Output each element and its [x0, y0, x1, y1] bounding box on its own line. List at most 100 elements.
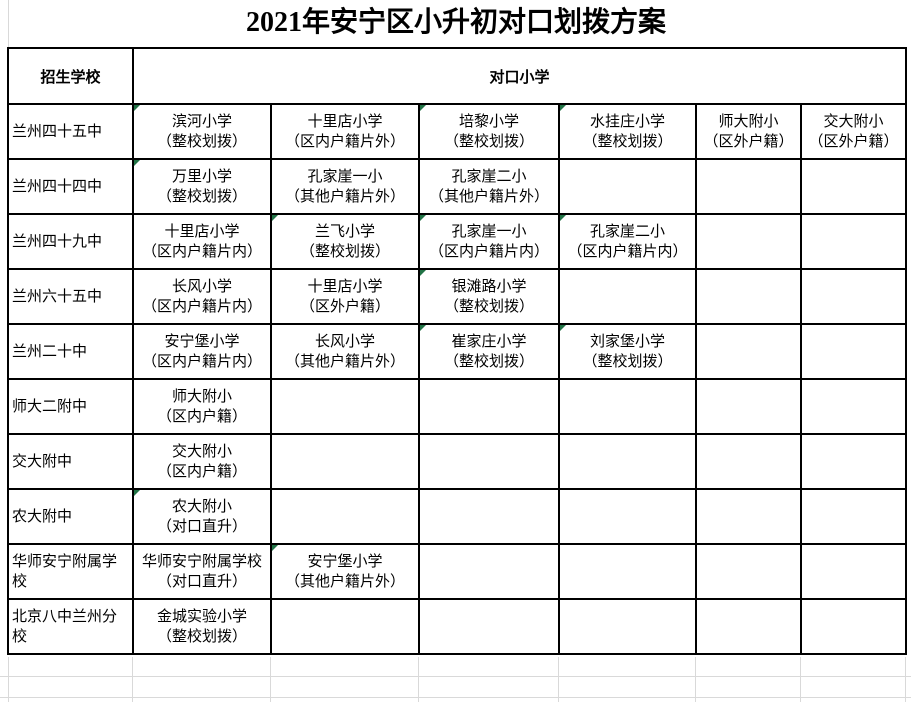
empty-cell[interactable]: [558, 268, 697, 325]
empty-cell[interactable]: [799, 268, 908, 325]
empty-cell[interactable]: [695, 213, 802, 270]
empty-cell[interactable]: [558, 598, 697, 655]
enrollment-type-note: （整校划拨）: [156, 188, 247, 205]
primary-school-cell[interactable]: 交大附小 （区外户籍）: [799, 103, 908, 160]
empty-cell[interactable]: [418, 378, 560, 435]
table-row: 交大附中 交大附小 （区内户籍）: [7, 433, 908, 490]
primary-school-cell[interactable]: 长风小学 （区内户籍片内）: [132, 268, 272, 325]
empty-cell[interactable]: [799, 323, 908, 380]
primary-school-cell[interactable]: 刘家堡小学 （整校划拨）: [558, 323, 697, 380]
empty-cell[interactable]: [799, 378, 908, 435]
primary-school-name: 滨河小学: [171, 113, 232, 130]
primary-school-cell[interactable]: 师大附小 （区外户籍）: [695, 103, 802, 160]
gridline-vertical: [418, 657, 419, 702]
header-primary-schools[interactable]: 对口小学: [131, 47, 908, 105]
primary-school-name: 孔家崖一小: [307, 168, 383, 185]
primary-school-cell[interactable]: 孔家崖二小 （区内户籍片内）: [558, 213, 697, 270]
empty-cell[interactable]: [799, 433, 908, 490]
empty-cell[interactable]: [695, 378, 802, 435]
table-row: 兰州四十九中 十里店小学 （区内户籍片内） 兰飞小学 （整校划拨） 孔家崖一小 （区内户籍片…: [7, 213, 908, 270]
empty-cell[interactable]: [695, 543, 802, 600]
recruiting-school-cell[interactable]: 兰州四十五中: [7, 103, 134, 160]
primary-school-name: 交大附小: [171, 443, 232, 460]
empty-cell[interactable]: [418, 598, 560, 655]
primary-school-cell[interactable]: 兰飞小学 （整校划拨）: [270, 213, 420, 270]
empty-cell[interactable]: [558, 543, 697, 600]
recruiting-school-cell[interactable]: 北京八中兰州分校: [7, 598, 134, 655]
recruiting-school-cell[interactable]: 农大附中: [7, 488, 134, 545]
empty-cell[interactable]: [270, 488, 420, 545]
empty-cell[interactable]: [799, 598, 908, 655]
gridline-vertical: [695, 657, 696, 702]
empty-cell[interactable]: [270, 378, 420, 435]
primary-school-cell[interactable]: 安宁堡小学 （其他户籍片外）: [270, 543, 420, 600]
primary-school-name: 孔家崖一小: [451, 223, 527, 240]
primary-school-cell[interactable]: 滨河小学 （整校划拨）: [132, 103, 272, 160]
primary-school-cell[interactable]: 安宁堡小学 （区内户籍片内）: [132, 323, 272, 380]
empty-cell[interactable]: [799, 543, 908, 600]
primary-school-cell[interactable]: 银滩路小学 （整校划拨）: [418, 268, 560, 325]
empty-cell[interactable]: [695, 158, 802, 215]
header-recruiting-school[interactable]: 招生学校: [7, 47, 134, 105]
empty-cell[interactable]: [695, 268, 802, 325]
primary-school-cell[interactable]: 崔家庄小学 （整校划拨）: [418, 323, 560, 380]
primary-school-cell[interactable]: 师大附小 （区内户籍）: [132, 378, 272, 435]
primary-school-cell[interactable]: 十里店小学 （区外户籍）: [270, 268, 420, 325]
primary-school-cell[interactable]: 十里店小学 （区内户籍片外）: [270, 103, 420, 160]
primary-school-cell[interactable]: 水挂庄小学 （整校划拨）: [558, 103, 697, 160]
empty-cell[interactable]: [695, 598, 802, 655]
primary-school-cell[interactable]: 孔家崖一小 （其他户籍片外）: [270, 158, 420, 215]
cell-error-indicator-triangle: [272, 215, 278, 221]
primary-school-cell[interactable]: 万里小学 （整校划拨）: [132, 158, 272, 215]
primary-school-cell[interactable]: 华师安宁附属学校 （对口直升）: [132, 543, 272, 600]
primary-school-cell[interactable]: 金城实验小学 （整校划拨）: [132, 598, 272, 655]
table-row: 农大附中 农大附小 （对口直升）: [7, 488, 908, 545]
empty-cell[interactable]: [558, 488, 697, 545]
empty-cell[interactable]: [418, 488, 560, 545]
recruiting-school-cell[interactable]: 师大二附中: [7, 378, 134, 435]
empty-cell[interactable]: [270, 598, 420, 655]
empty-cell[interactable]: [799, 488, 908, 545]
primary-school-cell[interactable]: 交大附小 （区内户籍）: [132, 433, 272, 490]
enrollment-type-note: （其他户籍片外）: [284, 573, 405, 590]
recruiting-school-cell[interactable]: 兰州四十九中: [7, 213, 134, 270]
empty-cell[interactable]: [799, 158, 908, 215]
empty-cell[interactable]: [799, 213, 908, 270]
recruiting-school-cell[interactable]: 交大附中: [7, 433, 134, 490]
recruiting-school-cell[interactable]: 兰州二十中: [7, 323, 134, 380]
gridline-vertical: [558, 657, 559, 702]
primary-school-name: 培黎小学: [458, 113, 519, 130]
primary-school-cell[interactable]: 农大附小 （对口直升）: [132, 488, 272, 545]
empty-cell[interactable]: [558, 158, 697, 215]
empty-cell[interactable]: [695, 433, 802, 490]
cell-error-indicator-triangle: [420, 325, 426, 331]
primary-school-name: 崔家庄小学: [451, 333, 527, 350]
primary-school-cell[interactable]: 培黎小学 （整校划拨）: [418, 103, 560, 160]
primary-school-cell[interactable]: 十里店小学 （区内户籍片内）: [132, 213, 272, 270]
cell-error-indicator-triangle: [560, 105, 566, 111]
primary-school-name: 十里店小学: [307, 113, 383, 130]
recruiting-school-cell[interactable]: 兰州六十五中: [7, 268, 134, 325]
primary-school-cell[interactable]: 孔家崖二小 （其他户籍片外）: [418, 158, 560, 215]
enrollment-type-note: （区内户籍片内）: [567, 243, 688, 260]
table-row: 兰州六十五中 长风小学 （区内户籍片内） 十里店小学 （区外户籍） 银滩路小学 （整校划拨）: [7, 268, 908, 325]
empty-cell[interactable]: [558, 378, 697, 435]
primary-school-name: 交大附小: [823, 113, 884, 130]
empty-cell[interactable]: [695, 488, 802, 545]
recruiting-school-cell[interactable]: 华师安宁附属学校: [7, 543, 134, 600]
empty-cell[interactable]: [270, 433, 420, 490]
empty-cell[interactable]: [418, 433, 560, 490]
table-row: 华师安宁附属学校 华师安宁附属学校 （对口直升） 安宁堡小学 （其他户籍片外）: [7, 543, 908, 600]
recruiting-school-cell[interactable]: 兰州四十四中: [7, 158, 134, 215]
enrollment-type-note: （整校划拨）: [156, 133, 247, 150]
gridline-vertical: [905, 657, 906, 702]
empty-cell[interactable]: [695, 323, 802, 380]
empty-cell[interactable]: [558, 433, 697, 490]
primary-school-name: 银滩路小学: [451, 278, 527, 295]
enrollment-type-note: （区内户籍片内）: [141, 298, 262, 315]
primary-school-cell[interactable]: 长风小学 （其他户籍片外）: [270, 323, 420, 380]
table-row: 兰州四十四中 万里小学 （整校划拨） 孔家崖一小 （其他户籍片外） 孔家崖二小 （其他户籍片…: [7, 158, 908, 215]
empty-cell[interactable]: [418, 543, 560, 600]
primary-school-cell[interactable]: 孔家崖一小 （区内户籍片内）: [418, 213, 560, 270]
